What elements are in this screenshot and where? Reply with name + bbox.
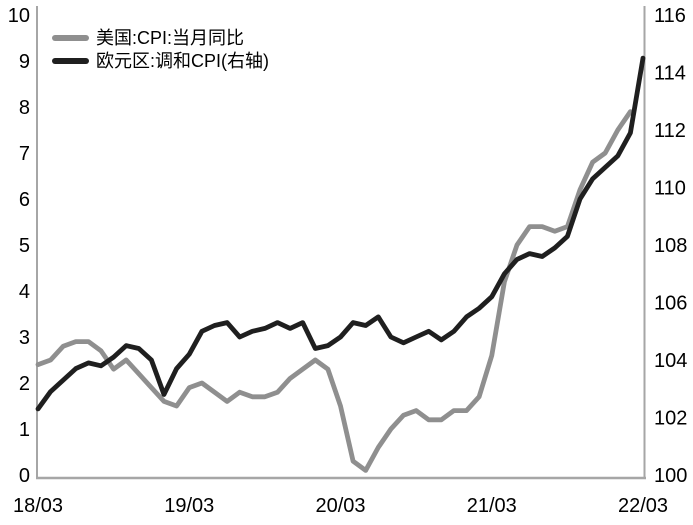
series-line-1 — [35, 55, 646, 412]
left-axis-tick-label: 5 — [19, 235, 30, 257]
left-axis-tick-label: 6 — [19, 189, 30, 211]
left-axis-tick-label: 3 — [19, 327, 30, 349]
left-axis-tick-label: 4 — [19, 281, 30, 303]
left-axis-tick-label: 8 — [19, 97, 30, 119]
right-axis-tick-label: 112 — [654, 120, 686, 142]
left-axis-tick-label: 9 — [19, 51, 30, 73]
right-axis-tick-label: 108 — [654, 235, 687, 257]
left-axis-tick-label: 0 — [19, 465, 30, 487]
legend-label-eurozone-hicp: 欧元区:调和CPI(右轴) — [96, 50, 269, 71]
right-axis-tick-label: 106 — [654, 293, 687, 315]
legend-item-eurozone-hicp: 欧元区:调和CPI(右轴) — [52, 50, 269, 71]
legend-swatch-us-cpi — [52, 34, 89, 41]
x-axis-tick-label: 18/03 — [13, 495, 63, 517]
left-axis-tick-label: 1 — [19, 419, 30, 441]
x-axis-tick-label: 21/03 — [467, 495, 517, 517]
right-axis-tick-label: 102 — [654, 408, 687, 430]
right-axis-tick-label: 114 — [654, 63, 686, 85]
left-axis-tick-label: 10 — [8, 5, 30, 27]
legend-item-us-cpi: 美国:CPI:当月同比 — [52, 27, 269, 48]
right-axis-tick-label: 104 — [654, 350, 687, 372]
chart-legend: 美国:CPI:当月同比 欧元区:调和CPI(右轴) — [52, 27, 269, 71]
right-axis-tick-label: 110 — [654, 178, 686, 200]
left-axis-tick-label: 2 — [19, 373, 30, 395]
right-axis-tick-label: 116 — [654, 5, 686, 27]
x-axis-tick-label: 22/03 — [618, 495, 668, 517]
x-axis-tick-label: 20/03 — [315, 495, 365, 517]
left-axis-tick-label: 7 — [19, 143, 30, 165]
legend-label-us-cpi: 美国:CPI:当月同比 — [96, 27, 245, 48]
legend-swatch-eurozone-hicp — [52, 57, 89, 64]
right-axis-tick-label: 100 — [654, 465, 687, 487]
x-axis-tick-label: 19/03 — [164, 495, 214, 517]
series-line-0 — [35, 109, 633, 473]
